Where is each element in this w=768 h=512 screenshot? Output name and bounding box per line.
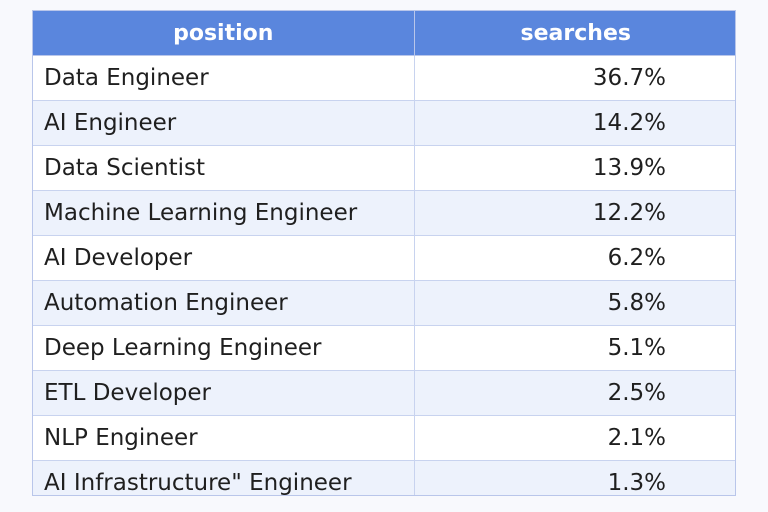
data-table: position searches Data Engineer 36.7% AI… — [32, 10, 736, 496]
table-row: Data Scientist 13.9% — [33, 145, 735, 191]
position-cell: ETL Developer — [33, 370, 415, 416]
searches-cell: 2.5% — [414, 370, 735, 416]
table-row: ETL Developer 2.5% — [33, 370, 735, 416]
position-cell: AI Developer — [33, 235, 415, 281]
searches-cell: 12.2% — [414, 190, 735, 236]
position-cell: Data Scientist — [33, 145, 415, 191]
table-row: AI Engineer 14.2% — [33, 100, 735, 146]
table-body: Data Engineer 36.7% AI Engineer 14.2% Da… — [33, 55, 735, 495]
table-row: Data Engineer 36.7% — [33, 55, 735, 101]
table-row: Deep Learning Engineer 5.1% — [33, 325, 735, 371]
position-cell: Automation Engineer — [33, 280, 415, 326]
searches-cell: 5.8% — [414, 280, 735, 326]
searches-cell: 1.3% — [414, 460, 735, 495]
position-cell: AI Engineer — [33, 100, 415, 146]
table-row: AI Developer 6.2% — [33, 235, 735, 281]
table-row: NLP Engineer 2.1% — [33, 415, 735, 461]
position-cell: Deep Learning Engineer — [33, 325, 415, 371]
searches-cell: 2.1% — [414, 415, 735, 461]
column-header-searches: searches — [414, 11, 735, 56]
position-cell: NLP Engineer — [33, 415, 415, 461]
table-row: Machine Learning Engineer 12.2% — [33, 190, 735, 236]
searches-cell: 5.1% — [414, 325, 735, 371]
searches-cell: 6.2% — [414, 235, 735, 281]
column-header-position: position — [33, 11, 415, 56]
header-row: position searches — [33, 11, 735, 56]
positions-table: position searches Data Engineer 36.7% AI… — [33, 11, 735, 495]
searches-cell: 13.9% — [414, 145, 735, 191]
searches-cell: 36.7% — [414, 55, 735, 101]
table-row: Automation Engineer 5.8% — [33, 280, 735, 326]
table-header: position searches — [33, 11, 735, 56]
position-cell: AI Infrastructure" Engineer — [33, 460, 415, 495]
searches-cell: 14.2% — [414, 100, 735, 146]
position-cell: Data Engineer — [33, 55, 415, 101]
position-cell: Machine Learning Engineer — [33, 190, 415, 236]
table-row: AI Infrastructure" Engineer 1.3% — [33, 460, 735, 495]
